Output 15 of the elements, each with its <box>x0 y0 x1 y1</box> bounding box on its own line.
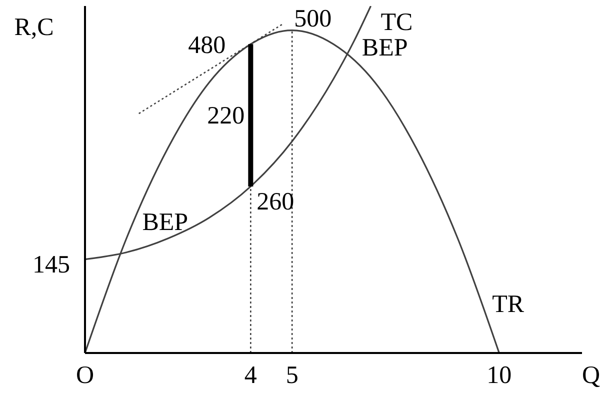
x-tick-label: O <box>76 362 94 389</box>
x-axis-title: Q <box>582 362 600 388</box>
annotation: 145 <box>32 250 70 278</box>
x-tick-label: 5 <box>286 362 298 389</box>
series-label: TR <box>492 290 524 318</box>
x-tick-label: 10 <box>486 362 512 389</box>
x-tick-label: 4 <box>244 362 258 389</box>
series-label: TC <box>380 8 413 36</box>
annotation: 500 <box>294 4 332 32</box>
annotation: 260 <box>256 188 294 215</box>
y-axis-title: R,C <box>14 14 54 40</box>
annotation: BEP <box>142 208 188 236</box>
annotation: 480 <box>188 32 226 59</box>
annotation: BEP <box>362 34 408 62</box>
annotation: 220 <box>207 102 245 129</box>
